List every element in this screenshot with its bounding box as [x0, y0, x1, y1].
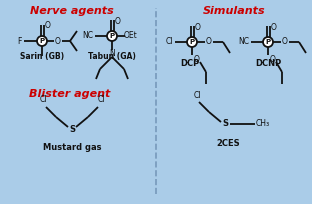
Text: O: O: [195, 22, 201, 31]
Text: Sarin (GB): Sarin (GB): [20, 51, 64, 61]
Text: O: O: [45, 21, 51, 31]
Text: F: F: [17, 37, 21, 45]
Text: P: P: [110, 33, 115, 39]
Text: Tabun (GA): Tabun (GA): [88, 51, 136, 61]
Text: Simulants: Simulants: [203, 6, 265, 16]
Text: S: S: [222, 120, 228, 129]
Circle shape: [37, 36, 47, 46]
Text: N: N: [109, 49, 115, 58]
Text: DCP: DCP: [180, 60, 200, 69]
Circle shape: [107, 31, 117, 41]
Text: Cl: Cl: [39, 95, 47, 104]
Text: O: O: [194, 54, 200, 63]
Text: O: O: [55, 37, 61, 45]
Text: Cl: Cl: [97, 95, 105, 104]
Text: OEt: OEt: [124, 31, 138, 41]
Text: P: P: [189, 39, 195, 45]
Text: O: O: [271, 22, 277, 31]
Text: Cl: Cl: [193, 91, 201, 100]
Circle shape: [187, 37, 197, 47]
Text: Mustard gas: Mustard gas: [43, 143, 101, 153]
Text: NC: NC: [82, 31, 94, 41]
Text: Nerve agents: Nerve agents: [30, 6, 114, 16]
Text: O: O: [115, 17, 121, 26]
Text: 2CES: 2CES: [216, 139, 240, 147]
Text: Cl: Cl: [165, 38, 173, 47]
Text: O: O: [282, 38, 288, 47]
Text: DCNP: DCNP: [255, 60, 281, 69]
Text: O: O: [270, 54, 276, 63]
Text: S: S: [69, 124, 75, 133]
Text: P: P: [39, 38, 45, 44]
Text: P: P: [266, 39, 271, 45]
Text: O: O: [206, 38, 212, 47]
Circle shape: [263, 37, 273, 47]
Text: CH₃: CH₃: [256, 120, 270, 129]
Text: Blister agent: Blister agent: [29, 89, 111, 99]
Text: NC: NC: [238, 38, 250, 47]
